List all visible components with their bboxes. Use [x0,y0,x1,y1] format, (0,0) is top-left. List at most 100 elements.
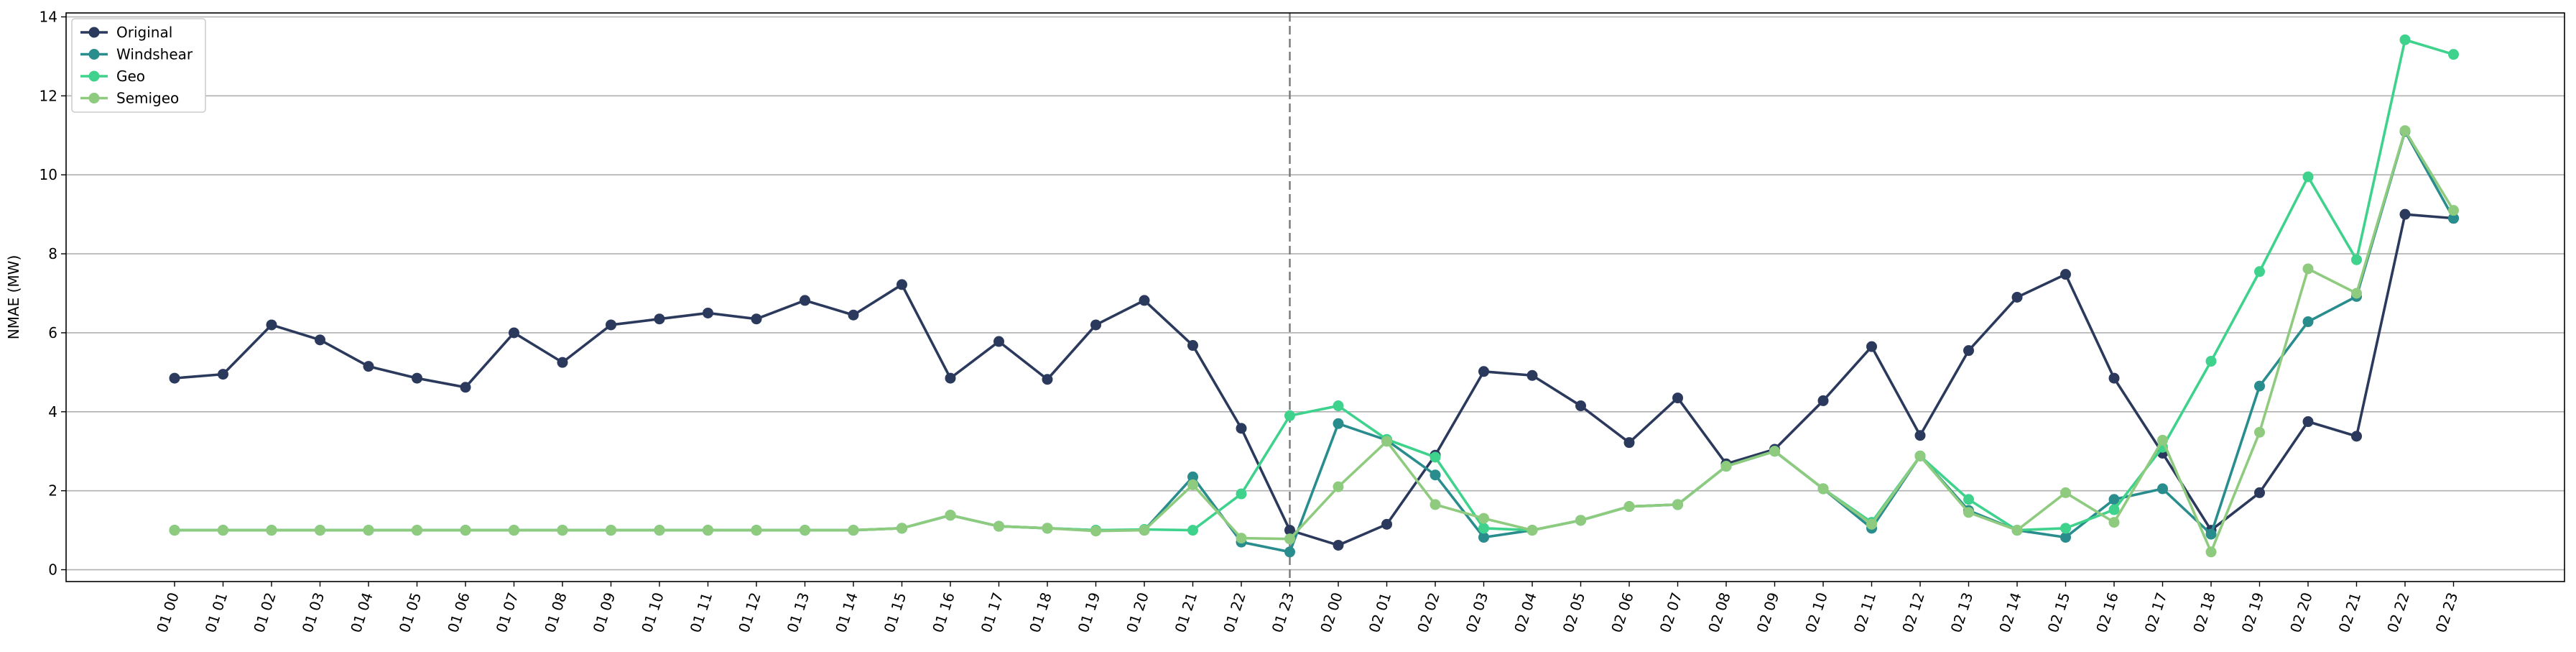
y-tick-label: 6 [48,324,57,341]
x-tick-label: 01 12 [735,590,764,635]
data-point-semigeo [266,525,277,536]
series-line-semigeo [175,129,2455,554]
data-point-semigeo [363,525,374,536]
data-point-geo [2302,171,2314,183]
data-point-geo [1284,410,1295,421]
x-tick-label: 01 01 [202,590,231,635]
data-point-windshear [2157,483,2168,495]
data-point-semigeo [1866,518,1877,530]
data-point-original [1478,366,1489,377]
y-tick-label: 2 [48,482,57,500]
data-point-semigeo [1478,513,1489,524]
data-point-semigeo [2011,525,2023,536]
legend-label: Geo [116,68,145,85]
data-point-semigeo [1333,481,1344,492]
data-point-semigeo [1090,525,1101,537]
x-tick-label: 02 08 [1705,590,1734,635]
data-point-original [218,369,228,380]
data-point-semigeo [1187,479,1198,490]
data-point-geo [2399,34,2411,45]
data-point-original [2108,372,2120,384]
data-point-semigeo [557,525,568,536]
data-point-semigeo [1042,523,1053,534]
data-point-original [2060,269,2071,280]
data-point-original [1284,525,1295,536]
data-point-original [363,361,374,372]
x-tick-label: 02 19 [2238,590,2268,635]
x-tick-label: 02 01 [1366,590,1395,635]
y-axis-label: NMAE (MW) [5,255,22,340]
data-point-original [848,309,859,321]
data-point-semigeo [703,525,713,536]
data-point-windshear [2060,531,2071,543]
data-point-original [703,307,713,318]
x-tick-label: 02 18 [2190,590,2219,635]
data-point-semigeo [2351,288,2362,299]
data-point-original [1575,400,1586,412]
series-windshear [169,126,2459,558]
x-tick-label: 02 20 [2287,590,2316,635]
x-tick-label: 02 21 [2335,590,2365,635]
data-point-geo [1963,494,1974,505]
data-point-semigeo [2157,434,2168,446]
data-point-semigeo [993,520,1004,532]
series-layer [169,34,2459,558]
x-tick-label: 02 04 [1511,590,1540,635]
data-point-original [1381,518,1392,530]
data-point-semigeo [1236,533,1247,544]
y-tick-label: 12 [40,87,57,104]
data-point-original [2399,208,2411,220]
x-tick-label: 02 22 [2383,590,2413,635]
y-tick-label: 0 [48,561,57,579]
data-point-geo [2254,266,2265,277]
x-tick-label: 02 03 [1463,590,1492,635]
x-tick-label: 01 21 [1172,590,1201,635]
data-point-original [266,319,277,331]
legend-label: Original [116,24,172,41]
data-point-semigeo [896,523,907,534]
data-point-original [1090,319,1101,331]
data-point-geo [1430,451,1441,463]
data-point-windshear [1430,469,1441,481]
x-tick-label: 01 15 [881,590,910,635]
data-point-original [606,319,616,331]
data-point-semigeo [1720,461,1732,472]
data-point-original [1672,392,1683,404]
data-point-semigeo [751,525,762,536]
legend-item: Geo [80,68,145,85]
data-point-original [2302,416,2314,428]
series-line-geo [175,38,2455,532]
data-point-semigeo [2302,263,2314,275]
x-tick-label: 02 23 [2432,590,2462,635]
x-tick-label: 02 06 [1608,590,1637,635]
x-tick-label: 02 10 [1802,590,1831,635]
data-point-original [945,372,956,384]
legend: Original Windshear Geo Semigeo [71,18,206,113]
x-tick-label: 01 08 [541,590,570,635]
data-point-geo [2205,355,2217,367]
series-semigeo [169,125,2459,558]
legend-item: Original [80,24,172,41]
data-point-geo [2448,49,2459,60]
data-point-original [315,334,325,346]
x-tick-label: 01 03 [299,590,328,635]
data-point-original [557,357,568,368]
data-point-semigeo [412,525,422,536]
x-tick-label: 01 17 [978,590,1007,635]
data-point-geo [2108,504,2120,515]
data-point-windshear [2302,316,2314,328]
data-point-semigeo [169,525,180,536]
data-point-semigeo [945,510,956,521]
data-point-semigeo [1381,436,1392,447]
data-point-windshear [2205,528,2217,540]
x-tick-label: 01 02 [250,590,279,635]
data-point-original [1866,341,1877,352]
x-tick-label: 01 11 [687,590,716,635]
x-tick-label: 02 00 [1317,590,1346,635]
legend-box [71,18,206,113]
data-point-windshear [1478,531,1489,543]
data-point-semigeo [460,525,471,536]
data-point-original [2011,292,2023,303]
data-point-semigeo [606,525,616,536]
